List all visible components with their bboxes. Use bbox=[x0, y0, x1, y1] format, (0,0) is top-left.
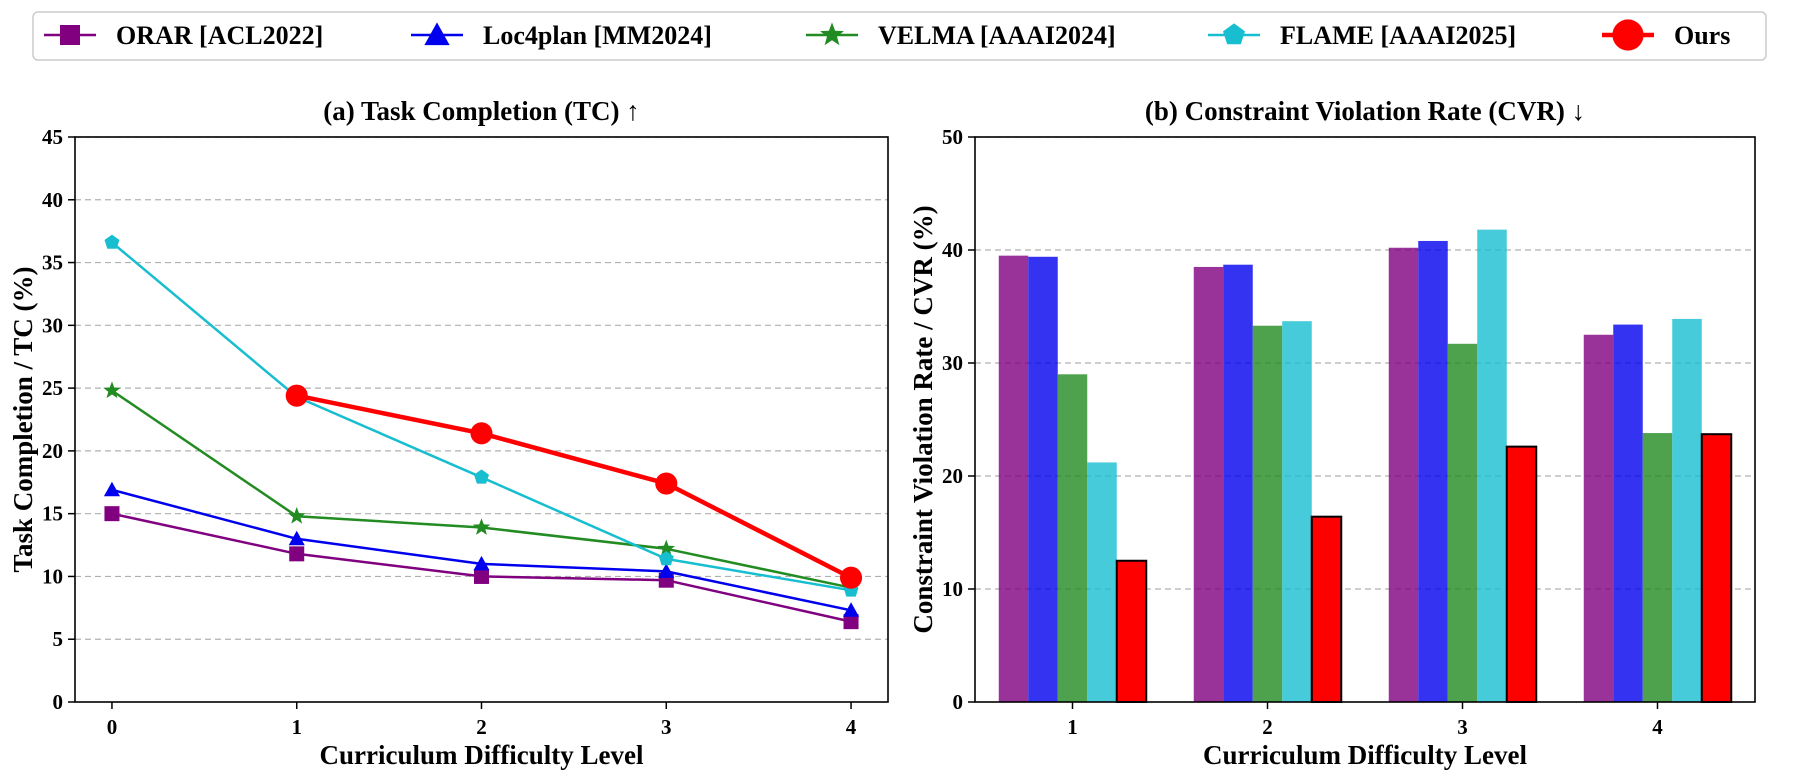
y-tick-label: 40 bbox=[42, 188, 63, 212]
legend-marker-flame bbox=[1223, 23, 1245, 45]
bar-velma bbox=[1447, 343, 1478, 702]
bar-loc4plan bbox=[1028, 256, 1058, 702]
data-point-ours bbox=[839, 566, 863, 589]
data-point-velma bbox=[103, 381, 121, 399]
bar-loc4plan bbox=[1223, 264, 1253, 702]
y-tick-label: 25 bbox=[42, 376, 63, 400]
data-point-ours bbox=[655, 472, 678, 495]
x-tick-label: 4 bbox=[846, 715, 857, 739]
bar-ours bbox=[1505, 445, 1538, 703]
x-tick-label: 4 bbox=[1652, 715, 1663, 739]
x-tick-label: 1 bbox=[291, 715, 302, 739]
data-point-flame bbox=[658, 551, 674, 566]
legend-label-orar: ORAR [ACL2022] bbox=[116, 21, 323, 50]
bar-orar bbox=[1583, 334, 1614, 702]
y-tick-label: 10 bbox=[42, 564, 63, 588]
x-tick-label: 0 bbox=[107, 715, 118, 739]
y-tick-label: 35 bbox=[42, 251, 63, 275]
y-tick-label: 5 bbox=[53, 627, 64, 651]
series-line-ours bbox=[296, 393, 853, 580]
legend-label-ours: Ours bbox=[1674, 21, 1730, 50]
legend-frame bbox=[32, 11, 1767, 61]
y-axis-label: Task Completion / TC (%) bbox=[8, 266, 38, 572]
data-point-ours bbox=[285, 384, 308, 407]
data-point-flame bbox=[104, 234, 120, 249]
legend: ORAR [ACL2022] Loc4plan [MM2024] VELMA [AA… bbox=[32, 11, 1767, 61]
data-point-velma bbox=[657, 539, 675, 557]
y-tick-label: 30 bbox=[942, 351, 963, 375]
y-tick-label: 50 bbox=[942, 125, 963, 149]
x-axis-label: Curriculum Difficulty Level bbox=[1203, 740, 1527, 770]
legend-label-flame: FLAME [AAAI2025] bbox=[1280, 21, 1516, 50]
bar-ours bbox=[1700, 433, 1733, 703]
data-point-loc4plan bbox=[288, 530, 305, 546]
bar-velma bbox=[1642, 433, 1673, 702]
y-tick-label: 15 bbox=[42, 502, 63, 526]
data-point-orar bbox=[843, 614, 859, 630]
bar-orar bbox=[1388, 247, 1419, 703]
x-tick-label: 2 bbox=[1262, 715, 1273, 739]
legend-marker-loc4plan bbox=[424, 22, 450, 46]
panel-task-completion: 0 5 10 15 20 25 30 35 40 45 0 1 2 3 4 (a) Task Completi… bbox=[8, 96, 889, 770]
legend-marker-velma bbox=[820, 22, 844, 46]
y-tick-label: 0 bbox=[953, 690, 964, 714]
bar-flame bbox=[1672, 318, 1702, 702]
chart-title: (a) Task Completion (TC) ↑ bbox=[323, 96, 640, 126]
bar-flame bbox=[1282, 321, 1312, 702]
y-tick-label: 10 bbox=[942, 577, 963, 601]
bar-ours bbox=[1115, 559, 1148, 703]
bar-loc4plan bbox=[1418, 240, 1448, 702]
data-point-orar bbox=[474, 568, 489, 584]
data-point-velma bbox=[288, 507, 306, 524]
bar-orar bbox=[998, 255, 1029, 702]
data-point-loc4plan bbox=[842, 602, 860, 617]
x-tick-label: 3 bbox=[1457, 715, 1468, 739]
y-tick-label: 0 bbox=[53, 690, 64, 714]
x-tick-label: 2 bbox=[476, 715, 487, 739]
x-axis-label: Curriculum Difficulty Level bbox=[320, 740, 644, 770]
data-point-ours bbox=[470, 422, 493, 445]
data-point-velma bbox=[472, 518, 491, 535]
y-tick-label: 30 bbox=[42, 313, 63, 337]
panel-constraint-violation-rate: 0 10 20 30 40 50 1 2 3 4 (b) Constraint Violation … bbox=[908, 96, 1756, 770]
x-tick-label: 3 bbox=[661, 715, 672, 739]
data-point-loc4plan bbox=[473, 555, 490, 571]
data-point-orar bbox=[104, 506, 120, 522]
y-tick-label: 20 bbox=[42, 439, 63, 463]
data-point-flame bbox=[474, 469, 489, 484]
legend-label-loc4plan: Loc4plan [MM2024] bbox=[483, 21, 712, 50]
y-tick-label: 40 bbox=[942, 238, 963, 262]
y-tick-label: 20 bbox=[942, 464, 963, 488]
y-axis-label: Constraint Violation Rate / CVR (%) bbox=[908, 205, 938, 633]
bar-flame bbox=[1477, 229, 1507, 702]
legend-marker-orar bbox=[60, 25, 80, 45]
chart-title: (b) Constraint Violation Rate (CVR) ↓ bbox=[1145, 96, 1585, 126]
bar-velma bbox=[1057, 374, 1088, 702]
legend-marker-ours bbox=[1612, 19, 1644, 51]
bar-ours bbox=[1310, 515, 1343, 703]
data-point-orar bbox=[289, 546, 305, 562]
bar-loc4plan bbox=[1613, 324, 1643, 702]
legend-label-velma: VELMA [AAAI2024] bbox=[878, 21, 1116, 50]
bar-velma bbox=[1252, 325, 1283, 702]
data-point-loc4plan bbox=[103, 481, 121, 497]
bar-flame bbox=[1087, 462, 1117, 702]
data-point-loc4plan bbox=[658, 563, 675, 578]
y-tick-label: 45 bbox=[42, 125, 63, 149]
plot-frame bbox=[74, 136, 889, 703]
series-line-loc4plan bbox=[111, 488, 852, 612]
x-tick-label: 1 bbox=[1067, 715, 1078, 739]
plot-frame bbox=[974, 136, 1756, 703]
bar-orar bbox=[1193, 266, 1224, 702]
